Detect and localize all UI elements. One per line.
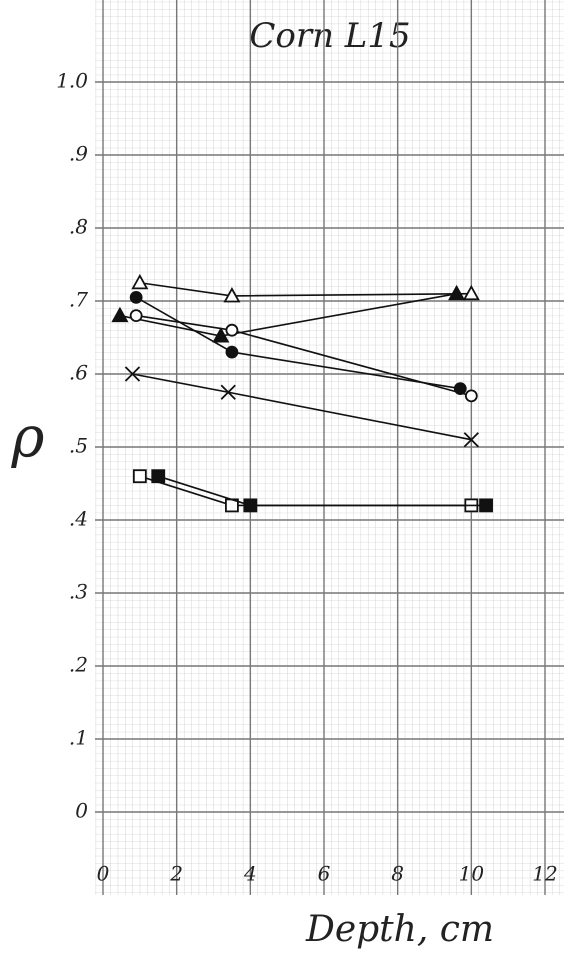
marker: [464, 389, 478, 403]
y-axis-label: ρ: [11, 406, 45, 471]
y-tick-label: .8: [69, 215, 88, 239]
y-tick-label: .6: [69, 361, 88, 385]
x-tick-label: 2: [169, 862, 183, 886]
x-tick-label: 12: [532, 862, 557, 886]
y-tick-label: .7: [69, 288, 88, 312]
x-tick-label: 0: [97, 862, 110, 886]
y-tick-label: .4: [69, 507, 88, 531]
marker: [220, 384, 236, 400]
marker: [132, 469, 147, 484]
y-tick-label: .2: [69, 653, 88, 677]
marker: [243, 498, 258, 513]
x-tick-label: 8: [391, 862, 404, 886]
x-tick-label: 6: [318, 862, 331, 886]
marker: [111, 306, 129, 323]
x-tick-label: 4: [243, 862, 257, 886]
y-tick-label: 1.0: [56, 69, 88, 93]
marker: [463, 432, 479, 448]
marker: [448, 284, 466, 301]
y-tick-label: .3: [69, 580, 88, 604]
x-axis-label: Depth, cm: [305, 909, 494, 950]
marker: [479, 498, 493, 513]
marker: [225, 345, 239, 359]
marker: [225, 323, 239, 337]
marker: [129, 309, 143, 323]
marker: [453, 382, 467, 396]
y-tick-label: .5: [69, 434, 88, 458]
y-tick-label: .9: [69, 142, 88, 166]
marker: [223, 287, 241, 303]
marker: [462, 284, 480, 301]
marker: [124, 366, 141, 382]
x-tick-label: 10: [459, 862, 485, 886]
y-tick-label: .1: [69, 726, 88, 750]
y-tick-label: 0: [75, 799, 88, 823]
marker: [212, 327, 230, 343]
marker: [151, 469, 166, 484]
chart-title: Corn L15: [249, 16, 410, 56]
marker: [131, 273, 149, 290]
marker: [129, 290, 143, 304]
